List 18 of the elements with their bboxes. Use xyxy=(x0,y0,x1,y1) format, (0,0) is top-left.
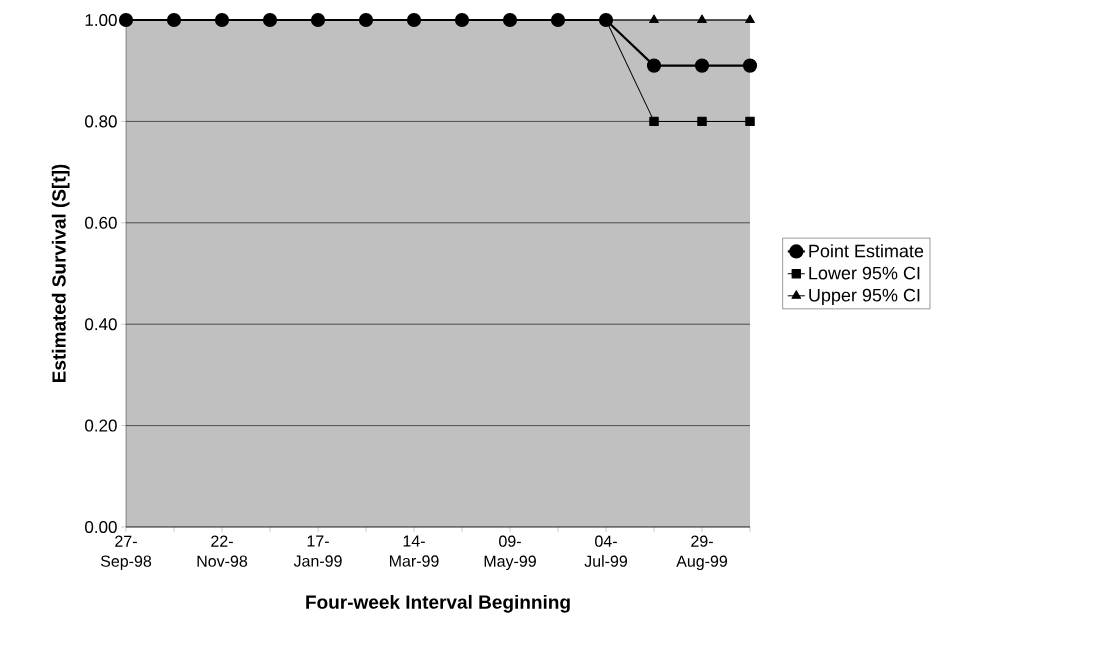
x-tick-label: 14-Mar-99 xyxy=(389,535,439,567)
y-tick-label: 0.20 xyxy=(85,419,117,432)
legend-label: Lower 95% CI xyxy=(809,266,920,280)
y-tick-label: 0.40 xyxy=(85,318,117,331)
y-tick-label: 0.80 xyxy=(85,115,117,128)
x-axis-title: Four-week Interval Beginning xyxy=(306,594,570,613)
legend-label: Point Estimate xyxy=(809,244,924,258)
y-tick-label: 0.00 xyxy=(85,520,117,534)
y-tick-label: 0.60 xyxy=(85,216,117,229)
legend-label: Upper 95% CI xyxy=(809,288,920,306)
x-tick-label: 22-Nov-98 xyxy=(197,535,248,567)
x-tick-label: 04-Jul-99 xyxy=(584,535,628,567)
x-tick-label: 09-May-99 xyxy=(484,535,536,571)
x-tick-label: 17-Jan-99 xyxy=(293,535,342,567)
x-tick-label: 29-Aug-99 xyxy=(676,535,728,571)
x-tick-label: 27-Sep-98 xyxy=(100,535,152,571)
y-axis-title: Estimated Survival (S[t]) xyxy=(51,164,70,383)
y-tick-label: 1.00 xyxy=(85,13,117,27)
